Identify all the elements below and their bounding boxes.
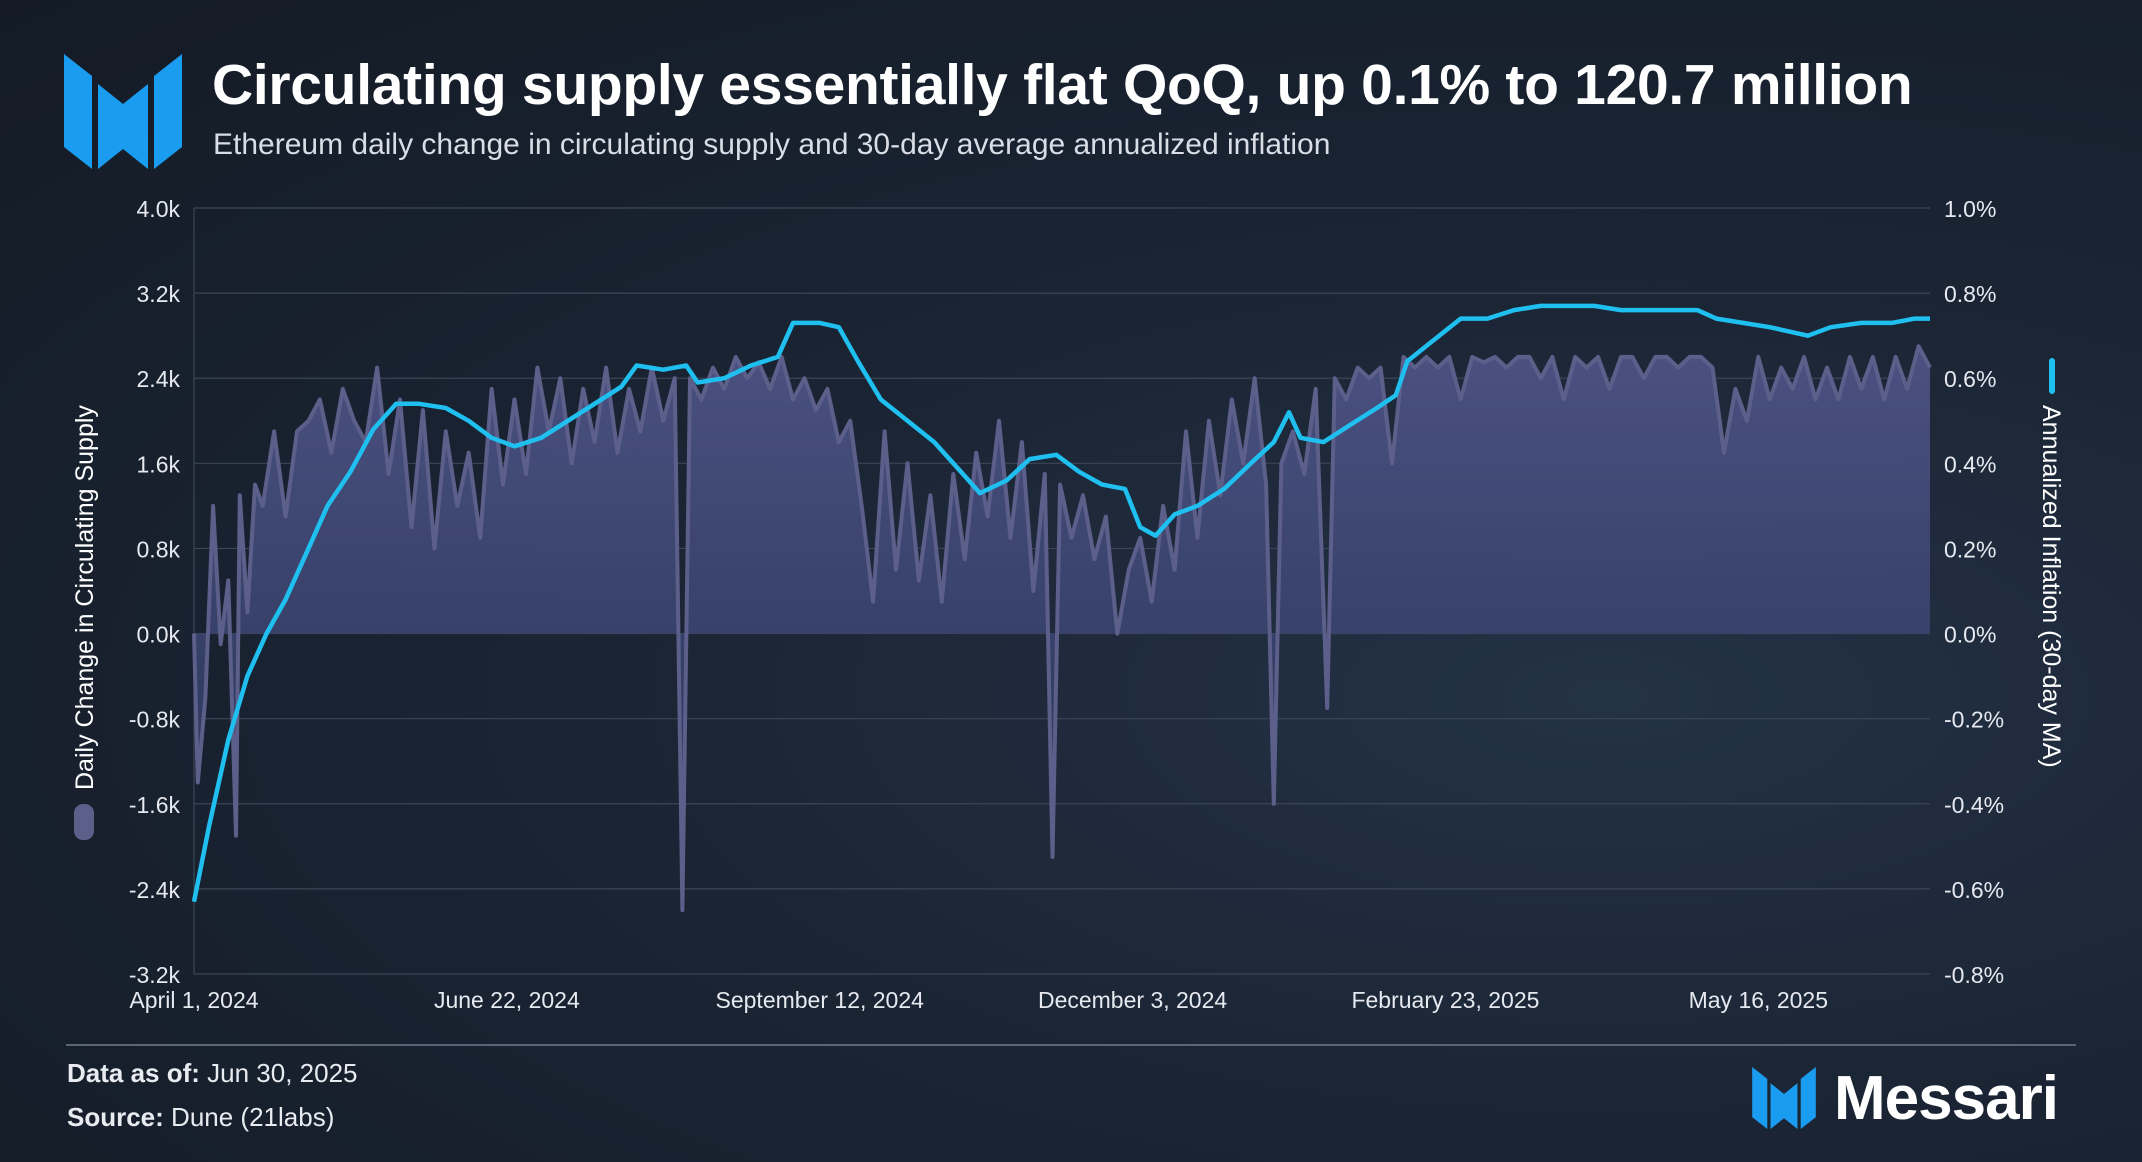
left-tick-label: 3.2k: [137, 281, 181, 307]
x-tick-label: May 16, 2025: [1689, 987, 1828, 1013]
messari-brand-logo-icon: [1752, 1067, 1816, 1129]
left-tick-label: 0.0k: [137, 622, 181, 648]
x-tick-label: April 1, 2024: [129, 987, 258, 1013]
x-tick-label: September 12, 2024: [716, 987, 925, 1013]
left-tick-label: -2.4k: [129, 877, 181, 903]
right-tick-label: -0.2%: [1944, 707, 2004, 733]
footer-divider: [66, 1044, 1076, 1046]
left-legend-swatch: [74, 804, 94, 840]
left-tick-label: 4.0k: [137, 196, 181, 222]
data-as-of-label: Data as of:: [67, 1058, 200, 1088]
right-tick-label: 0.2%: [1944, 536, 1996, 562]
right-axis-title-group: Annualized Inflation (30-day MA): [2037, 358, 2065, 768]
chart: 4.0k 3.2k 2.4k 1.6k 0.8k 0.0k -0.8k -1.6k -2.4k -…: [71, 196, 2065, 1013]
chart-title: Circulating supply essentially flat QoQ,…: [212, 53, 1913, 117]
left-tick-label: -3.2k: [129, 962, 181, 988]
supply-area-fill: [194, 346, 1930, 911]
left-axis-title: Daily Change in Circulating Supply: [71, 405, 99, 790]
x-tick-label: June 22, 2024: [434, 987, 580, 1013]
left-tick-label: -1.6k: [129, 792, 181, 818]
messari-logo-icon: [64, 54, 182, 169]
left-axis-ticks: 4.0k 3.2k 2.4k 1.6k 0.8k 0.0k -0.8k -1.6k -2.4k -…: [129, 196, 181, 988]
right-axis-ticks: 1.0% 0.8% 0.6% 0.4% 0.2% 0.0% -0.2% -0.4% -0.6% -…: [1944, 196, 2004, 988]
data-as-of: Data as of: Jun 30, 2025: [67, 1058, 358, 1089]
brand-mark: Messari: [1752, 1064, 2059, 1133]
right-tick-label: -0.4%: [1944, 792, 2004, 818]
right-tick-label: -0.8%: [1944, 962, 2004, 988]
x-tick-label: December 3, 2024: [1038, 987, 1227, 1013]
footer-divider-right: [1076, 1044, 2076, 1046]
source-label: Source:: [67, 1102, 164, 1132]
data-as-of-value: Jun 30, 2025: [207, 1058, 358, 1088]
source-value: Dune (21labs): [171, 1102, 335, 1132]
right-tick-label: 0.4%: [1944, 451, 1996, 477]
right-tick-label: -0.6%: [1944, 877, 2004, 903]
chart-subtitle: Ethereum daily change in circulating sup…: [213, 128, 1331, 161]
right-tick-label: 1.0%: [1944, 196, 1996, 222]
right-axis-title: Annualized Inflation (30-day MA): [2037, 405, 2065, 768]
right-tick-label: 0.8%: [1944, 281, 1996, 307]
left-tick-label: -0.8k: [129, 707, 181, 733]
source: Source: Dune (21labs): [67, 1102, 334, 1133]
supply-area-line: [192, 344, 1932, 913]
right-tick-label: 0.0%: [1944, 622, 1996, 648]
right-tick-label: 0.6%: [1944, 366, 1996, 392]
right-legend-swatch: [2049, 358, 2055, 394]
x-tick-label: February 23, 2025: [1351, 987, 1539, 1013]
supply-area-series: [192, 344, 1932, 913]
brand-name: Messari: [1834, 1063, 2059, 1133]
left-tick-label: 2.4k: [137, 366, 181, 392]
inflation-line-series: [191, 303, 1930, 903]
left-tick-label: 1.6k: [137, 451, 181, 477]
inflation-line: [191, 303, 1930, 903]
left-tick-label: 0.8k: [137, 536, 181, 562]
x-axis-ticks: April 1, 2024 June 22, 2024 September 12, …: [129, 987, 1828, 1013]
axis-titles: Daily Change in Circulating Supply Annual…: [71, 358, 2065, 840]
left-axis-title-group: Daily Change in Circulating Supply: [71, 405, 99, 840]
